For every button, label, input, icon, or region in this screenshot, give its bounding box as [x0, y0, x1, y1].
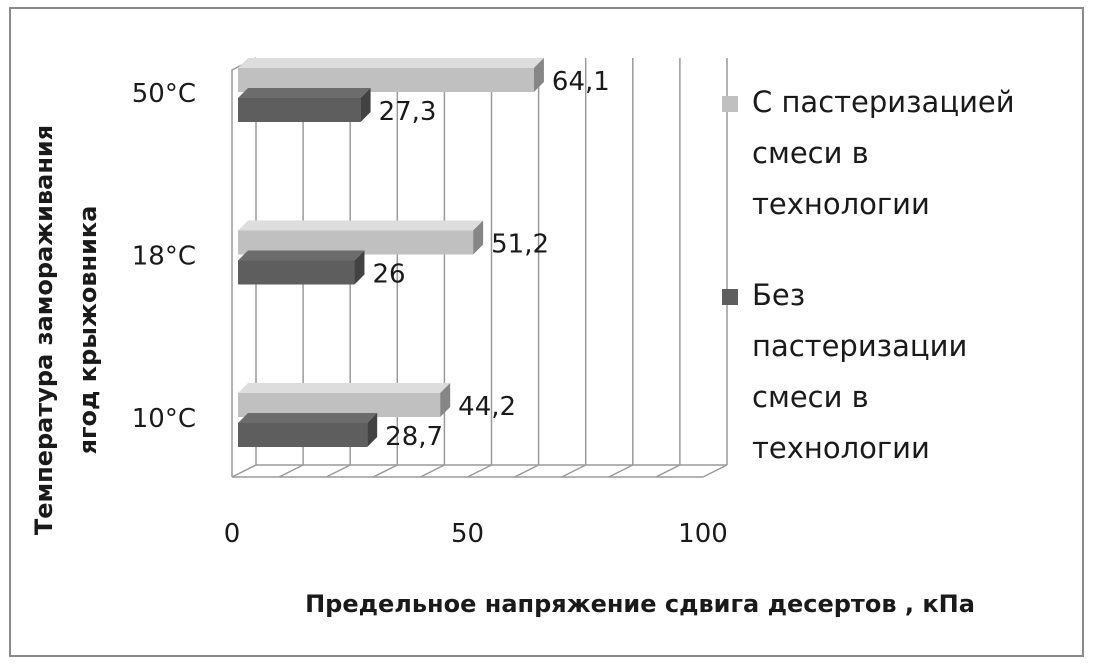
- gridline-floor: [467, 464, 492, 478]
- gridline-floor: [372, 464, 398, 478]
- bar: [238, 250, 365, 285]
- gridline-floor: [608, 464, 634, 478]
- data-label: 44,2: [458, 392, 516, 422]
- legend-label: С пастеризацией: [752, 85, 1015, 119]
- gridline-floor: [561, 464, 587, 478]
- bar: [238, 413, 378, 447]
- gridline-floor: [325, 464, 351, 478]
- legend-label: Без: [752, 278, 805, 312]
- bar: [238, 58, 544, 92]
- y-axis-title-line-2: ягод крыжовника: [74, 206, 102, 455]
- legend-label: смеси в: [752, 136, 869, 170]
- x-tick-label: 100: [678, 519, 728, 549]
- bar-front: [238, 98, 361, 122]
- bar-side: [473, 220, 484, 255]
- bar-front: [238, 423, 368, 447]
- gridline-floor: [278, 464, 304, 478]
- legend-label: пастеризации: [752, 329, 967, 363]
- x-axis-title: Предельное напряжение сдвига десертов , …: [305, 590, 975, 618]
- bar: [238, 220, 484, 255]
- bar-side: [367, 413, 378, 447]
- plot-bars: [238, 58, 544, 447]
- bar-top: [238, 250, 365, 261]
- y-axis-title: Температура замораживания: [30, 125, 58, 535]
- gridline-floor: [702, 464, 728, 478]
- category-label: 10°С: [132, 404, 196, 434]
- data-label: 51,2: [491, 230, 549, 260]
- data-labels: 44,2 28,7 51,2 26 64,1 27,3: [372, 67, 609, 452]
- legend-swatch: [722, 289, 738, 305]
- data-label: 27,3: [379, 97, 437, 127]
- x-tick-label: 50: [451, 519, 484, 549]
- bar-side: [533, 58, 544, 92]
- x-axis-ticks: 0 50 100: [224, 519, 728, 549]
- category-label: 18°С: [132, 242, 196, 272]
- data-label: 28,7: [385, 422, 443, 452]
- gridline-floor: [420, 464, 445, 478]
- bar-front: [238, 260, 355, 285]
- category-label: 50°С: [132, 79, 196, 109]
- legend-label: технологии: [752, 187, 930, 221]
- gridline-floor: [231, 464, 257, 478]
- bar: [238, 383, 451, 417]
- outer-border: [9, 7, 1084, 657]
- bar-top: [238, 220, 484, 231]
- category-labels: 10°С 18°С 50°С: [132, 79, 196, 434]
- bar-top: [238, 88, 371, 98]
- data-label: 64,1: [552, 67, 610, 97]
- legend-label: смеси в: [752, 380, 869, 414]
- gridline-floor: [514, 464, 539, 478]
- data-label: 26: [372, 260, 405, 290]
- bar-top: [238, 58, 544, 68]
- bar-top: [238, 383, 451, 393]
- bar: [238, 88, 371, 122]
- bar-side: [360, 88, 371, 122]
- bar-top: [238, 413, 378, 423]
- x-tick-label: 0: [224, 519, 241, 549]
- bar-side: [354, 250, 365, 285]
- gridline-floor: [655, 464, 681, 478]
- legend-label: технологии: [752, 431, 930, 465]
- bar-side: [440, 383, 451, 417]
- legend: С пастеризацией смеси в технологии Без пасте…: [722, 85, 1015, 465]
- legend-swatch: [722, 96, 738, 112]
